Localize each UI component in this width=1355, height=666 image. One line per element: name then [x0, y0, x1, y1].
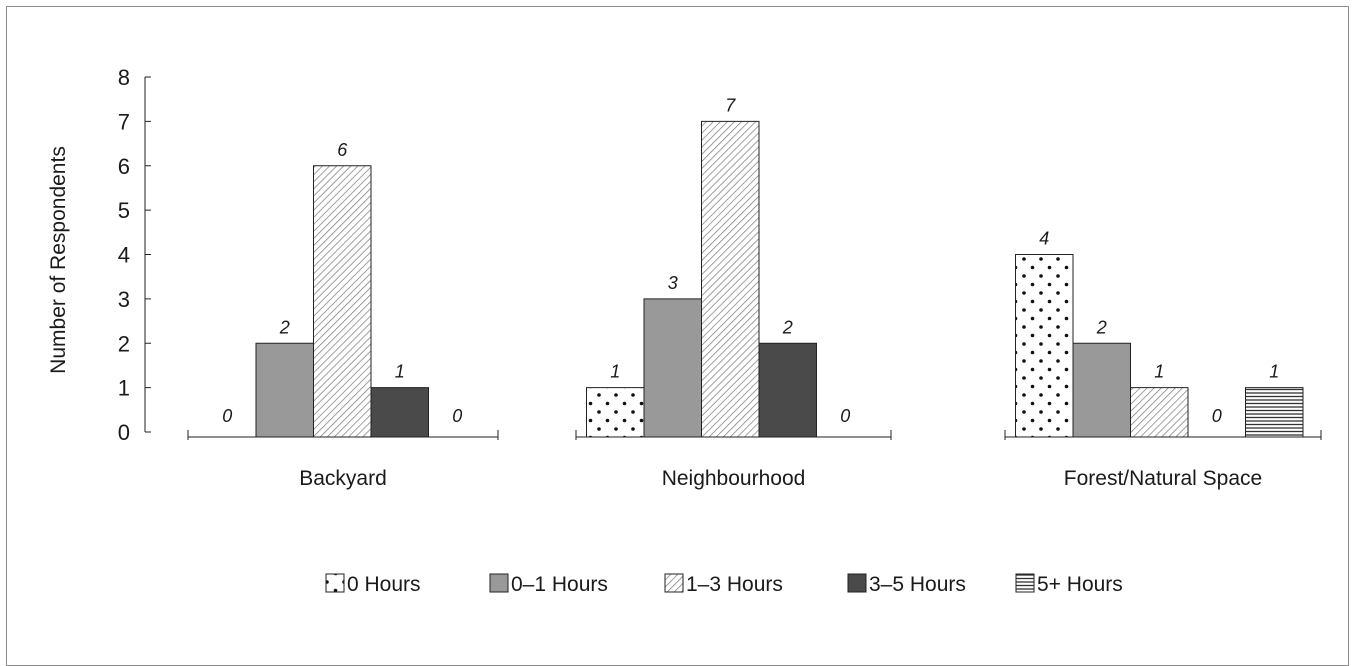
bar: [1130, 387, 1189, 438]
bar: [313, 165, 372, 438]
y-tick-label: 6: [118, 154, 130, 179]
bar: [586, 387, 645, 438]
bar: [643, 298, 702, 438]
y-tick-label: 4: [118, 243, 130, 268]
data-label: 7: [725, 95, 736, 115]
legend-label: 3–5 Hours: [869, 573, 966, 596]
bar: [1072, 342, 1131, 438]
axes: 0 1 2 3 4 5 6 7 8 Backyard Neighbourhood Forest/Nat…: [118, 65, 1322, 490]
bar: [1245, 387, 1304, 438]
data-label: 0: [1212, 406, 1222, 426]
y-axis-label: Number of Respondents: [47, 146, 70, 374]
y-tick-label: 1: [118, 376, 130, 401]
bar: [758, 342, 817, 438]
legend-swatch: [664, 573, 684, 593]
data-label: 6: [337, 140, 348, 160]
data-label: 1: [1269, 362, 1279, 382]
legend-label: 5+ Hours: [1037, 573, 1123, 596]
bars: [255, 120, 1304, 438]
legend-swatch: [489, 573, 509, 593]
bar: [255, 342, 314, 438]
data-label: 0: [452, 406, 462, 426]
bar-chart: 0 1 2 3 4 5 6 7 8 Backyard Neighbourhood Forest/Nat…: [47, 65, 1322, 596]
legend-label: 1–3 Hours: [686, 573, 783, 596]
category-label: Forest/Natural Space: [1064, 467, 1262, 490]
data-label: 0: [840, 406, 850, 426]
data-label: 2: [1096, 317, 1107, 337]
data-label: 2: [782, 317, 793, 337]
y-tick-label: 3: [118, 287, 130, 312]
data-label: 2: [279, 317, 290, 337]
data-label: 3: [668, 273, 678, 293]
y-tick-label: 7: [118, 109, 130, 134]
bar: [1015, 254, 1074, 438]
category-label: Backyard: [299, 467, 387, 490]
data-label: 4: [1039, 229, 1049, 249]
data-label: 1: [610, 362, 620, 382]
legend: 0 Hours 0–1 Hours 1–3 Hours 3–5 Hours 5+ Hou…: [325, 573, 1123, 596]
bar: [701, 120, 760, 438]
category-label: Neighbourhood: [662, 467, 806, 490]
y-tick-label: 2: [118, 331, 130, 356]
y-tick-label: 0: [118, 420, 130, 445]
legend-swatch: [1015, 573, 1035, 593]
legend-swatch: [325, 573, 345, 593]
data-label: 0: [222, 406, 232, 426]
data-label: 1: [395, 362, 405, 382]
data-label: 1: [1154, 362, 1164, 382]
bar: [370, 387, 429, 438]
y-tick-label: 8: [118, 65, 130, 90]
legend-swatch: [847, 573, 867, 593]
legend-label: 0–1 Hours: [511, 573, 608, 596]
legend-label: 0 Hours: [347, 573, 421, 596]
y-tick-label: 5: [118, 198, 130, 223]
